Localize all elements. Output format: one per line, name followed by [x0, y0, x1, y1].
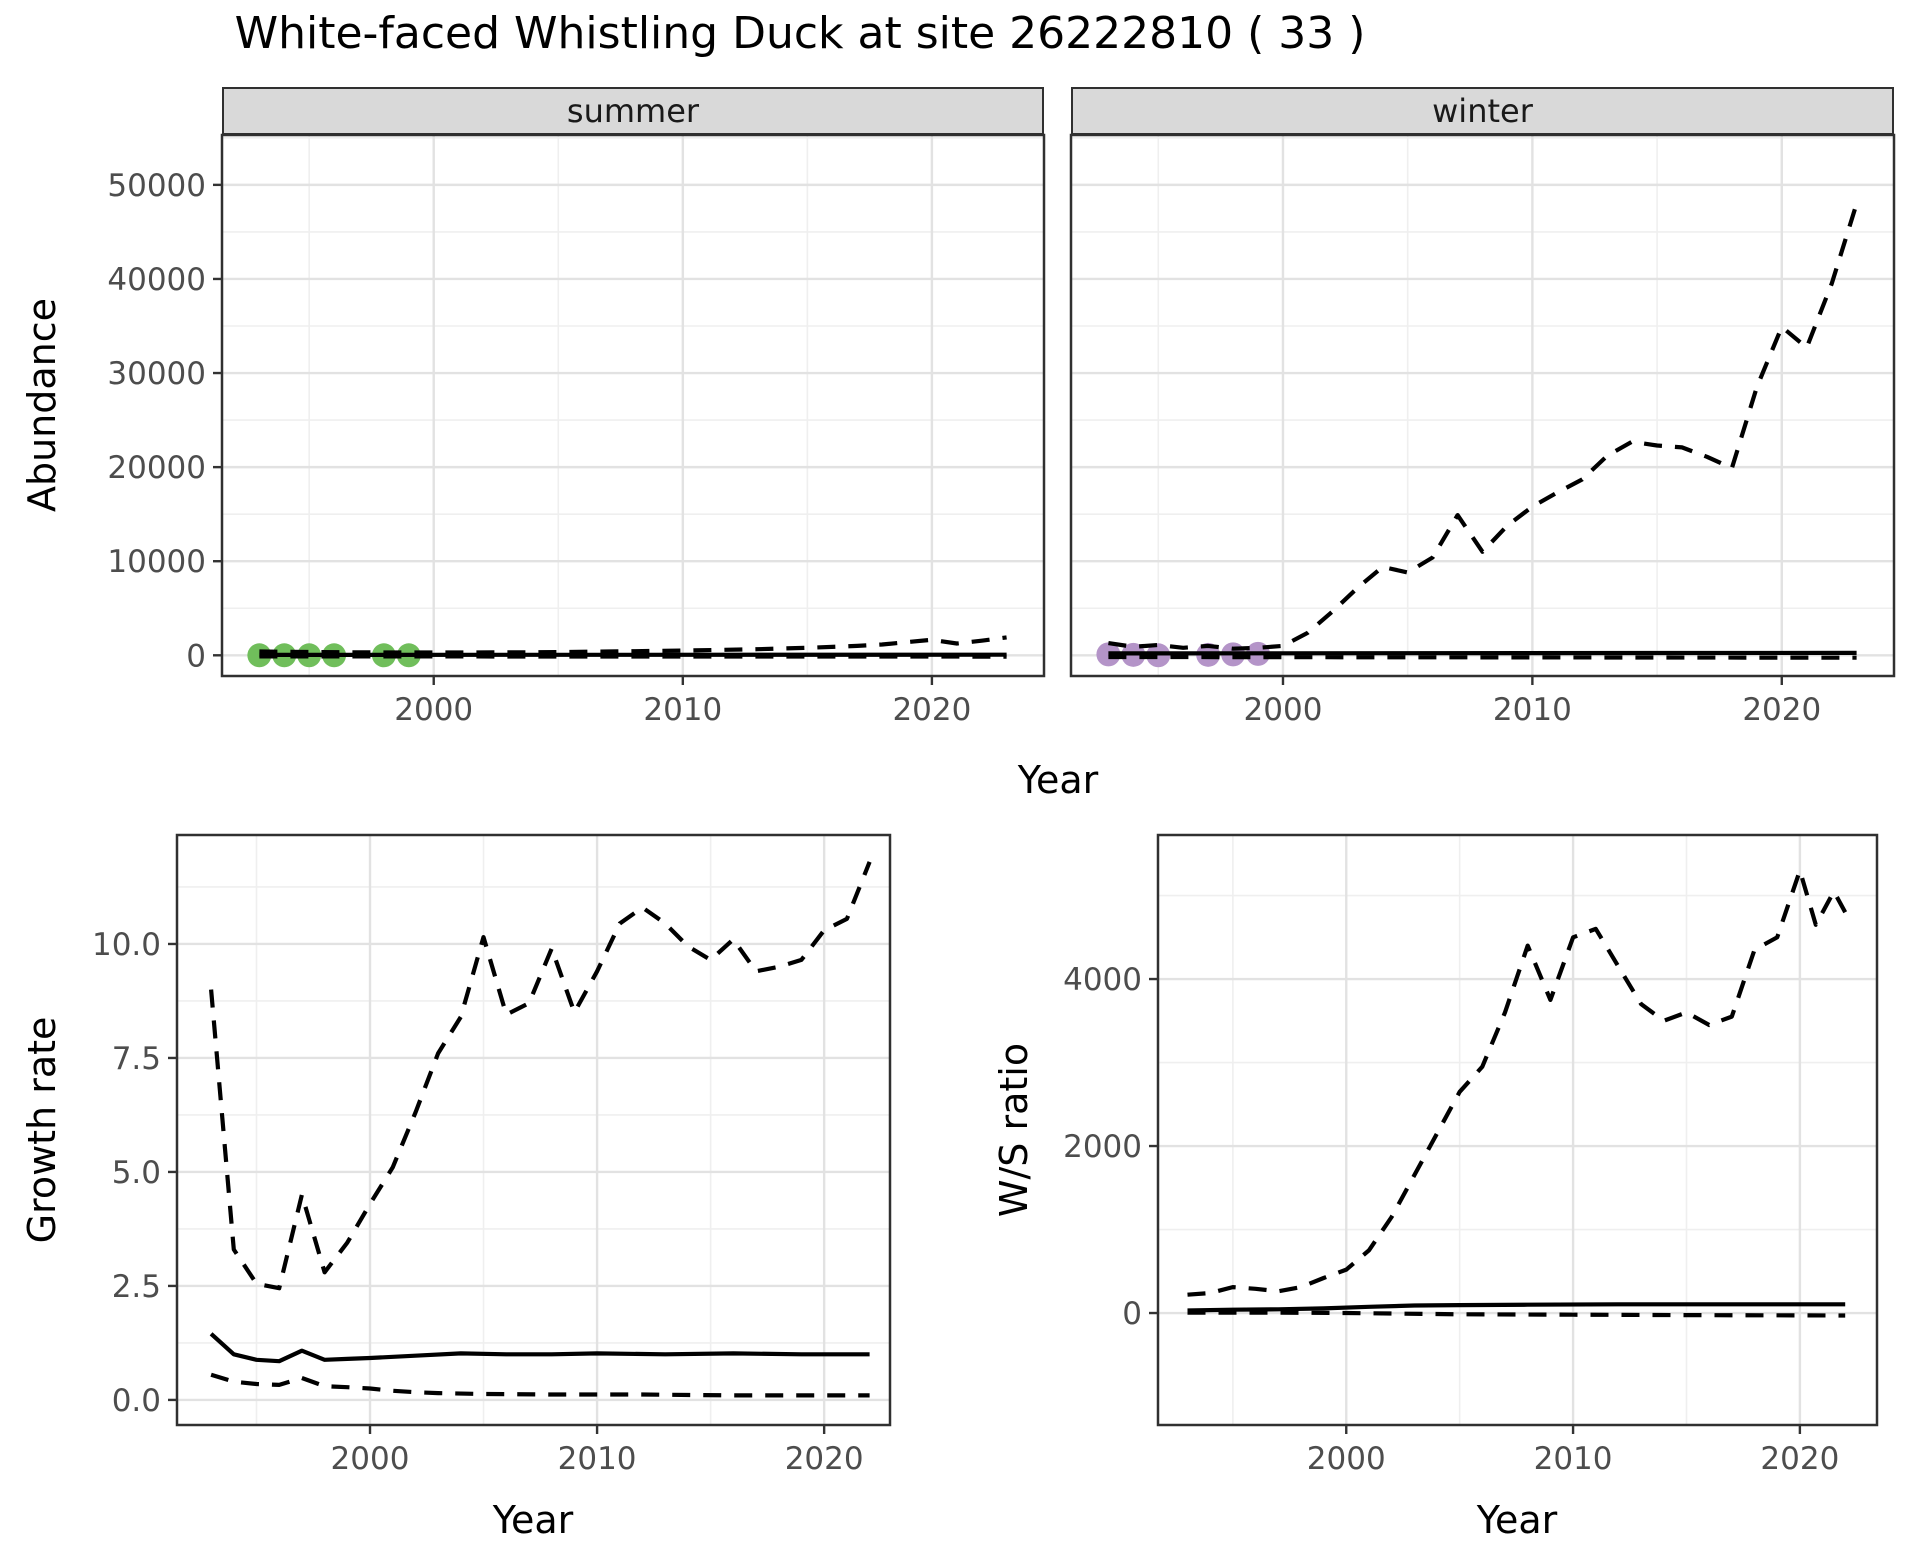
y-tick-label: 10.0	[92, 927, 161, 963]
panel-border	[175, 833, 892, 1427]
x-tick-label: 2010	[643, 692, 722, 728]
y-tick-label: 2000	[1063, 1129, 1142, 1165]
chart-title: White-faced Whistling Duck at site 26222…	[234, 8, 1366, 59]
series-median	[1108, 650, 1857, 656]
x-tick-label: 2020	[785, 1441, 864, 1477]
y-tick-label: 50000	[107, 168, 206, 204]
series-median	[1187, 1302, 1846, 1313]
axis-ticks: 2000 2010 2020 0 10000 20000 30000 40000 50000	[107, 168, 971, 728]
y-tick-label: 0	[1122, 1296, 1142, 1332]
x-tick-label: 2000	[331, 1441, 410, 1477]
y-tick-label: 40000	[107, 262, 206, 298]
y-tick-label: 2.5	[112, 1269, 161, 1305]
y-tick-label: 0	[186, 638, 206, 674]
gridlines	[1071, 135, 1894, 676]
series-upper_ci	[1108, 203, 1859, 651]
x-tick-label: 2010	[558, 1441, 637, 1477]
panel-border	[1156, 833, 1879, 1427]
axis-ticks: 2000 2010 2020	[1244, 676, 1821, 728]
series-median	[209, 1332, 870, 1364]
series-lower_ci	[210, 1372, 870, 1398]
panel-abundance-winter: 2000 2010 2020	[1069, 133, 1896, 728]
facet-label-summer: summer	[566, 92, 700, 130]
y-tick-label: 10000	[107, 544, 206, 580]
y-tick-label: 20000	[107, 450, 206, 486]
panel-border	[1069, 133, 1896, 678]
y-axis-title-ws-ratio: W/S ratio	[992, 1042, 1036, 1218]
y-axis-title-growth-rate: Growth rate	[20, 1016, 64, 1244]
data-point	[247, 643, 272, 668]
axis-ticks: 2000 2010 2020 0.0 2.5 5.0 7.5 10.0	[92, 927, 864, 1477]
y-tick-label: 30000	[107, 356, 206, 392]
y-tick-label: 7.5	[112, 1041, 161, 1077]
x-axis-title-year-top: Year	[1017, 758, 1099, 802]
y-tick-label: 5.0	[112, 1155, 161, 1191]
series-lower_ci	[1187, 1310, 1846, 1318]
y-axis-title-abundance: Abundance	[20, 297, 64, 513]
series-upper_ci	[209, 861, 872, 1291]
x-tick-label: 2010	[1534, 1441, 1613, 1477]
x-tick-label: 2000	[394, 692, 473, 728]
x-axis-title-year-bottom-right: Year	[1476, 1498, 1558, 1542]
series-upper_ci	[1187, 868, 1848, 1297]
y-tick-label: 0.0	[112, 1383, 161, 1419]
x-tick-label: 2020	[1742, 692, 1821, 728]
panel-border	[220, 133, 1046, 678]
panel-growth-rate: 2000 2010 2020 0.0 2.5 5.0 7.5 10.0	[92, 833, 892, 1477]
x-tick-label: 2020	[892, 692, 971, 728]
x-tick-label: 2020	[1760, 1441, 1839, 1477]
gridlines	[177, 835, 890, 1425]
panel-ws-ratio: 2000 2010 2020 0 2000 4000	[1063, 833, 1879, 1477]
x-tick-label: 2010	[1493, 692, 1572, 728]
y-tick-label: 4000	[1063, 962, 1142, 998]
x-axis-title-year-bottom-left: Year	[492, 1498, 574, 1542]
facet-strip-winter: winter	[1071, 87, 1894, 135]
axis-ticks: 2000 2010 2020 0 2000 4000	[1063, 962, 1839, 1477]
facet-label-winter: winter	[1432, 92, 1533, 130]
series-lower_ci	[1108, 654, 1857, 660]
x-tick-label: 2000	[1307, 1441, 1386, 1477]
series-upper_ci	[259, 635, 1007, 655]
panel-abundance-summer: 2000 2010 2020 0 10000 20000 30000 40000 50000	[107, 133, 1046, 728]
facet-strip-summer: summer	[222, 87, 1044, 135]
x-tick-label: 2000	[1244, 692, 1323, 728]
